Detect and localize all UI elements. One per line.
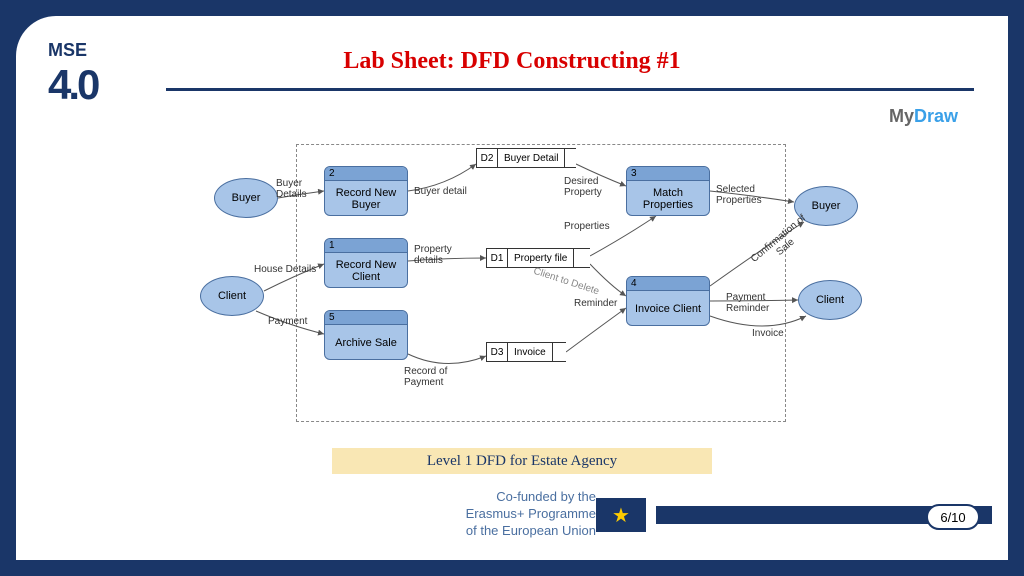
footer-line1: Co-funded by the [396, 489, 596, 506]
process-4: 4 Invoice Client [626, 276, 710, 326]
process-1-num: 1 [325, 239, 407, 253]
flow-payment: Payment [268, 316, 307, 327]
flow-house: House Details [254, 264, 316, 275]
flow-buyer-detail: Buyer detail [414, 186, 467, 197]
process-4-num: 4 [627, 277, 709, 291]
process-3-label: Match Properties [627, 181, 709, 216]
mydraw-part1: My [889, 106, 914, 126]
flow-desired: Desired Property [564, 176, 614, 198]
d2-label: Buyer Detail [498, 149, 565, 167]
d2-id: D2 [476, 149, 498, 167]
d3-label: Invoice [508, 343, 553, 361]
process-3-num: 3 [627, 167, 709, 181]
process-4-label: Invoice Client [627, 291, 709, 326]
page-title: Lab Sheet: DFD Constructing #1 [16, 48, 1008, 75]
datastore-d3: D3 Invoice [486, 342, 566, 362]
flow-invoice: Invoice [752, 328, 784, 339]
entity-client-left: Client [200, 276, 264, 316]
flow-prop-details: Property details [414, 244, 462, 266]
datastore-d2: D2 Buyer Detail [476, 148, 576, 168]
slide-frame: MSE 4.0 Lab Sheet: DFD Constructing #1 M… [16, 16, 1008, 560]
eu-stars: ★ [612, 503, 630, 528]
flow-selected: Selected Properties [716, 184, 776, 206]
page-number: 6/10 [926, 504, 980, 530]
flow-payreminder: Payment Reminder [726, 292, 782, 314]
d1-label: Property file [508, 249, 574, 267]
footer-text: Co-funded by the Erasmus+ Programme of t… [396, 489, 596, 540]
process-2-label: Record New Buyer [325, 181, 407, 216]
flow-properties: Properties [564, 221, 610, 232]
process-5-label: Archive Sale [325, 325, 407, 360]
entity-client-right: Client [798, 280, 862, 320]
entity-buyer-left: Buyer [214, 178, 278, 218]
diagram-caption: Level 1 DFD for Estate Agency [332, 448, 712, 474]
d3-id: D3 [486, 343, 508, 361]
process-3: 3 Match Properties [626, 166, 710, 216]
dfd-diagram: Buyer Client Buyer Client 2 Record New B… [186, 136, 866, 446]
d1-id: D1 [486, 249, 508, 267]
title-underline [166, 88, 974, 91]
footer-line3: of the European Union [396, 523, 596, 540]
eu-flag-icon: ★ [596, 498, 646, 532]
flow-record-pay: Record of Payment [404, 366, 464, 388]
datastore-d1: D1 Property file [486, 248, 590, 268]
process-2-num: 2 [325, 167, 407, 181]
process-5: 5 Archive Sale [324, 310, 408, 360]
mydraw-logo: MyDraw [889, 106, 958, 127]
process-1-label: Record New Client [325, 253, 407, 288]
mydraw-part2: Draw [914, 106, 958, 126]
process-1: 1 Record New Client [324, 238, 408, 288]
flow-reminder: Reminder [574, 298, 617, 309]
process-2: 2 Record New Buyer [324, 166, 408, 216]
process-5-num: 5 [325, 311, 407, 325]
footer-line2: Erasmus+ Programme [396, 506, 596, 523]
flow-buyer-details: Buyer Details [276, 178, 320, 200]
